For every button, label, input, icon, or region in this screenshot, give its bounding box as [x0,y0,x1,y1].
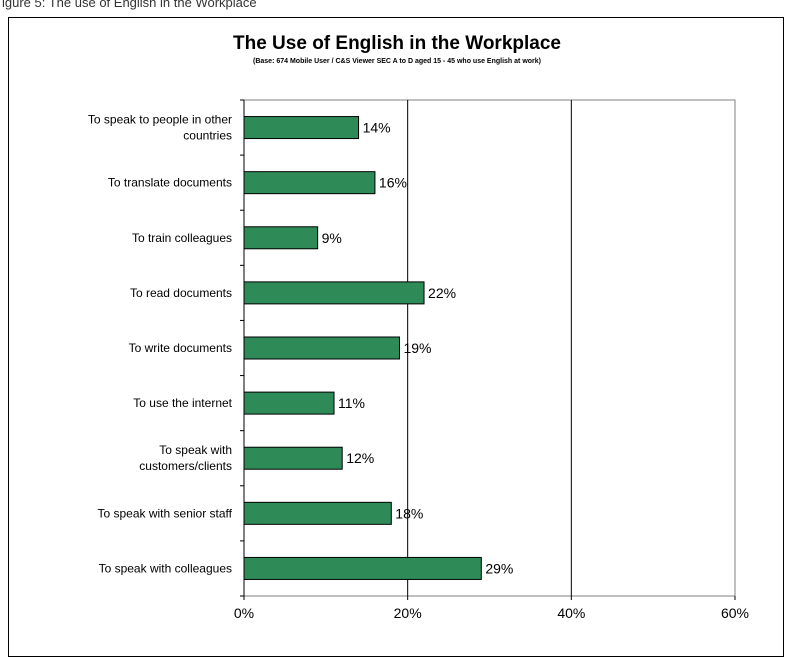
bar [243,171,376,195]
category-label-line: customers/clients [139,459,232,473]
x-tick-label: 20% [394,605,422,621]
category-label: To write documents [129,341,232,355]
data-label: 11% [338,395,365,411]
category-label: To translate documents [108,176,232,190]
category-label-line: To translate documents [108,176,232,190]
x-tick-label: 0% [234,605,254,621]
bar [243,391,335,415]
category-label: To speak with senior staff [97,506,232,520]
data-label: 18% [395,505,423,521]
bar [243,281,425,305]
data-label: 12% [346,450,374,466]
data-label: 14% [363,120,391,136]
category-label-line: To write documents [129,341,232,355]
category-label-line: To speak with colleagues [99,561,232,575]
category-label: To train colleagues [132,231,232,245]
data-label: 9% [322,230,342,246]
data-label: 22% [428,285,456,301]
x-tick-label: 60% [721,605,749,621]
bar [243,226,319,250]
category-label-line: To read documents [130,286,232,300]
category-label: To speak to people in other countries [88,113,232,143]
data-label: 29% [485,560,513,576]
x-tick-label: 40% [557,605,585,621]
figure-caption: igure 5: The use of English in the Workp… [2,0,257,10]
category-label: To use the internet [133,396,232,410]
bar [243,336,400,360]
bar-chart: 0% 20% 40% 60% 14% To speak to people in othe… [88,99,749,621]
bar [243,556,482,580]
bar [243,446,343,470]
chart-title: The Use of English in the Workplace [233,33,561,54]
data-label: 16% [379,175,407,191]
category-label-line: To speak with [159,443,232,457]
category-label-line: To speak with senior staff [97,506,232,520]
category-label: To speak with colleagues [99,561,232,575]
category-label: To read documents [130,286,232,300]
category-label-line: To train colleagues [132,231,232,245]
category-label: To speak with customers/clients [139,443,232,473]
chart-subtitle: (Base: 674 Mobile User / C&S Viewer SEC … [253,58,541,65]
category-label-line: To use the internet [133,396,232,410]
category-label-line: countries [183,129,232,143]
bar [243,501,392,525]
bar [243,116,360,140]
category-label-line: To speak to people in other [88,113,232,127]
data-label: 19% [403,340,431,356]
